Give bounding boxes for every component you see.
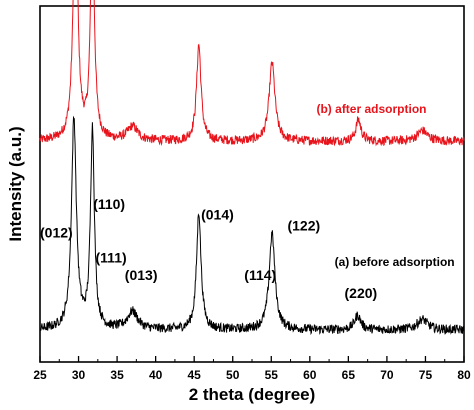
peak-label: (114) <box>244 267 276 283</box>
peak-label: (220) <box>345 285 378 301</box>
x-tick-label: 35 <box>110 368 124 382</box>
x-tick-label: 65 <box>342 368 356 382</box>
series-line <box>39 0 465 147</box>
series-label: (a) before adsorption <box>335 255 455 269</box>
peak-label: (110) <box>93 196 125 212</box>
peak-label: (122) <box>287 217 320 233</box>
series-layer <box>39 0 465 336</box>
peak-label: (014) <box>201 207 234 223</box>
peak-label: (012) <box>40 224 73 240</box>
x-tick-label: 80 <box>457 368 471 382</box>
peak-label: (111) <box>96 249 127 265</box>
series-label: (b) after adsorption <box>316 102 426 116</box>
peak-label: (013) <box>125 267 158 283</box>
y-axis-label: Intensity (a.u.) <box>6 126 25 241</box>
x-tick-label: 75 <box>419 368 433 382</box>
x-tick-label: 25 <box>33 368 47 382</box>
peak-annotations: (012) (110) (111) (013) (014) (114) (122) (220)… <box>40 102 455 301</box>
x-tick-label: 30 <box>72 368 86 382</box>
series-line <box>39 115 465 336</box>
x-tick-label: 55 <box>265 368 279 382</box>
plot-frame <box>39 5 465 363</box>
x-tick-label: 45 <box>188 368 202 382</box>
x-tick-label: 70 <box>380 368 394 382</box>
x-tick-label: 40 <box>149 368 163 382</box>
x-tick-label: 50 <box>226 368 240 382</box>
x-axis-label: 2 theta (degree) <box>189 385 316 404</box>
x-tick-label: 60 <box>303 368 317 382</box>
x-axis-ticks: 25 30 35 40 45 50 55 60 65 70 75 80 <box>33 356 471 382</box>
